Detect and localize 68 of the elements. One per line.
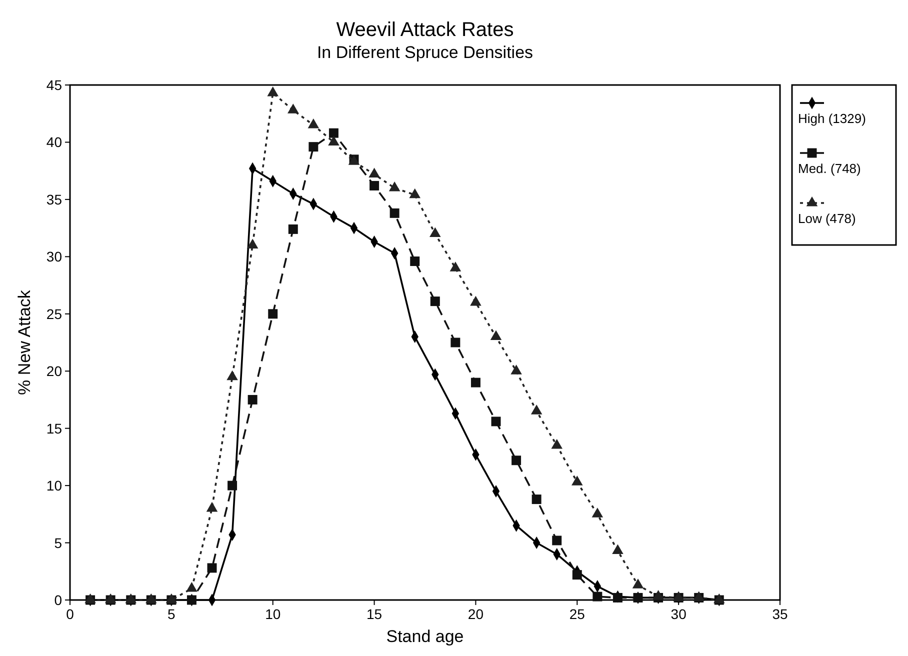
x-tick-label: 25 (569, 606, 586, 622)
point (288, 224, 298, 234)
x-tick-label: 20 (468, 606, 484, 622)
y-tick-label: 35 (46, 191, 62, 208)
x-tick-label: 10 (265, 606, 281, 622)
point (388, 181, 400, 192)
point (592, 592, 602, 602)
point (248, 394, 258, 404)
legend-label: High (1329) (798, 111, 866, 126)
point (551, 438, 562, 449)
point (572, 476, 583, 486)
point (370, 180, 380, 190)
x-tick-label: 5 (168, 606, 176, 622)
point (390, 208, 400, 218)
point (632, 578, 644, 588)
point (612, 592, 622, 602)
point (450, 338, 460, 348)
chart-title: Weevil Attack Rates (336, 19, 514, 41)
y-tick-label: 40 (46, 134, 62, 150)
point (368, 168, 380, 178)
legend-label: Med. (748) (798, 161, 861, 176)
point (512, 456, 522, 466)
chart-subtitle: In Different Spruce Densities (316, 43, 534, 62)
point (288, 104, 299, 114)
point (267, 86, 278, 96)
point (308, 118, 320, 128)
y-tick-label: 45 (46, 77, 62, 93)
y-tick-label: 0 (54, 592, 62, 608)
point (308, 142, 318, 152)
x-tick-label: 15 (366, 606, 382, 622)
y-axis-title: % New Attack (15, 290, 34, 395)
point (490, 330, 502, 340)
point (552, 536, 562, 546)
point (228, 480, 238, 490)
point (612, 544, 624, 554)
point (652, 590, 664, 600)
y-tick-label: 25 (46, 306, 62, 322)
point (510, 364, 522, 374)
point (186, 582, 198, 592)
x-tick-label: 30 (670, 606, 687, 622)
point (409, 188, 420, 198)
point (207, 563, 217, 573)
x-tick-label: 0 (66, 606, 74, 622)
point (328, 128, 338, 138)
point (226, 370, 238, 380)
point (592, 508, 604, 518)
point (206, 502, 218, 512)
y-tick-label: 10 (46, 478, 62, 494)
point (470, 378, 480, 388)
point (470, 296, 482, 306)
legend-label: Low (478) (798, 211, 856, 226)
point (410, 256, 420, 266)
point (430, 296, 440, 306)
point (450, 262, 462, 272)
y-tick-label: 30 (46, 248, 62, 265)
y-tick-label: 5 (54, 534, 62, 551)
y-tick-label: 15 (46, 420, 62, 436)
y-tick-label: 20 (46, 363, 62, 380)
point (491, 416, 501, 426)
x-axis-title: Stand age (386, 627, 464, 646)
x-tick-label: 35 (772, 606, 788, 622)
point (530, 404, 542, 414)
point (430, 227, 441, 238)
point (328, 136, 340, 146)
point (268, 309, 278, 319)
point (246, 238, 258, 248)
point (572, 570, 582, 580)
point (532, 494, 542, 504)
